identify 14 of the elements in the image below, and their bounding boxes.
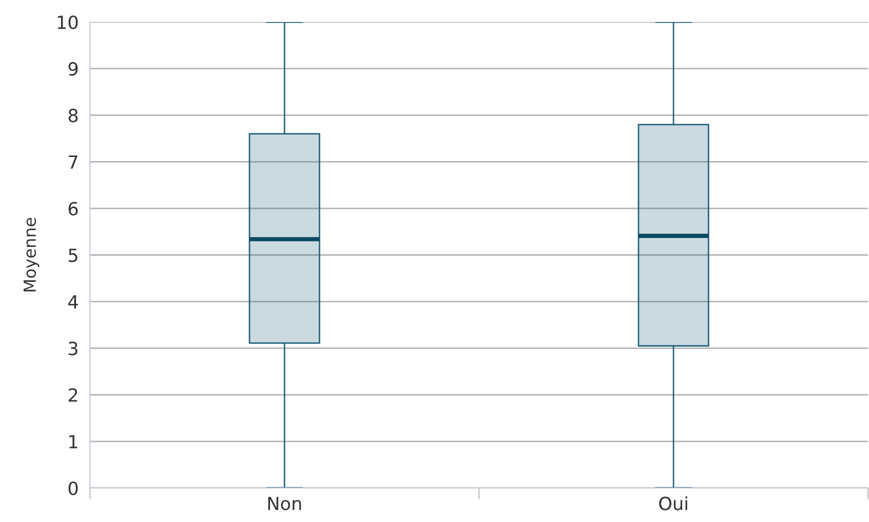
y-tick-label: 8 <box>68 108 78 122</box>
y-tick-label: 6 <box>68 202 78 216</box>
y-tick-label: 7 <box>68 155 78 169</box>
y-tick-label: 0 <box>68 481 78 496</box>
y-tick-label: 4 <box>68 295 78 308</box>
y-tick-label: 3 <box>68 342 78 356</box>
y-axis-title: Moyenne <box>24 218 40 292</box>
y-tick-label: 9 <box>68 62 78 76</box>
y-tick-label: 1 <box>69 435 78 448</box>
x-tick-label: Non <box>268 496 301 510</box>
y-tick-label: 5 <box>68 248 78 262</box>
y-tick-label: 2 <box>68 388 78 402</box>
y-tick-label: 10 <box>58 15 78 30</box>
x-tick-label: Oui <box>659 496 688 510</box>
